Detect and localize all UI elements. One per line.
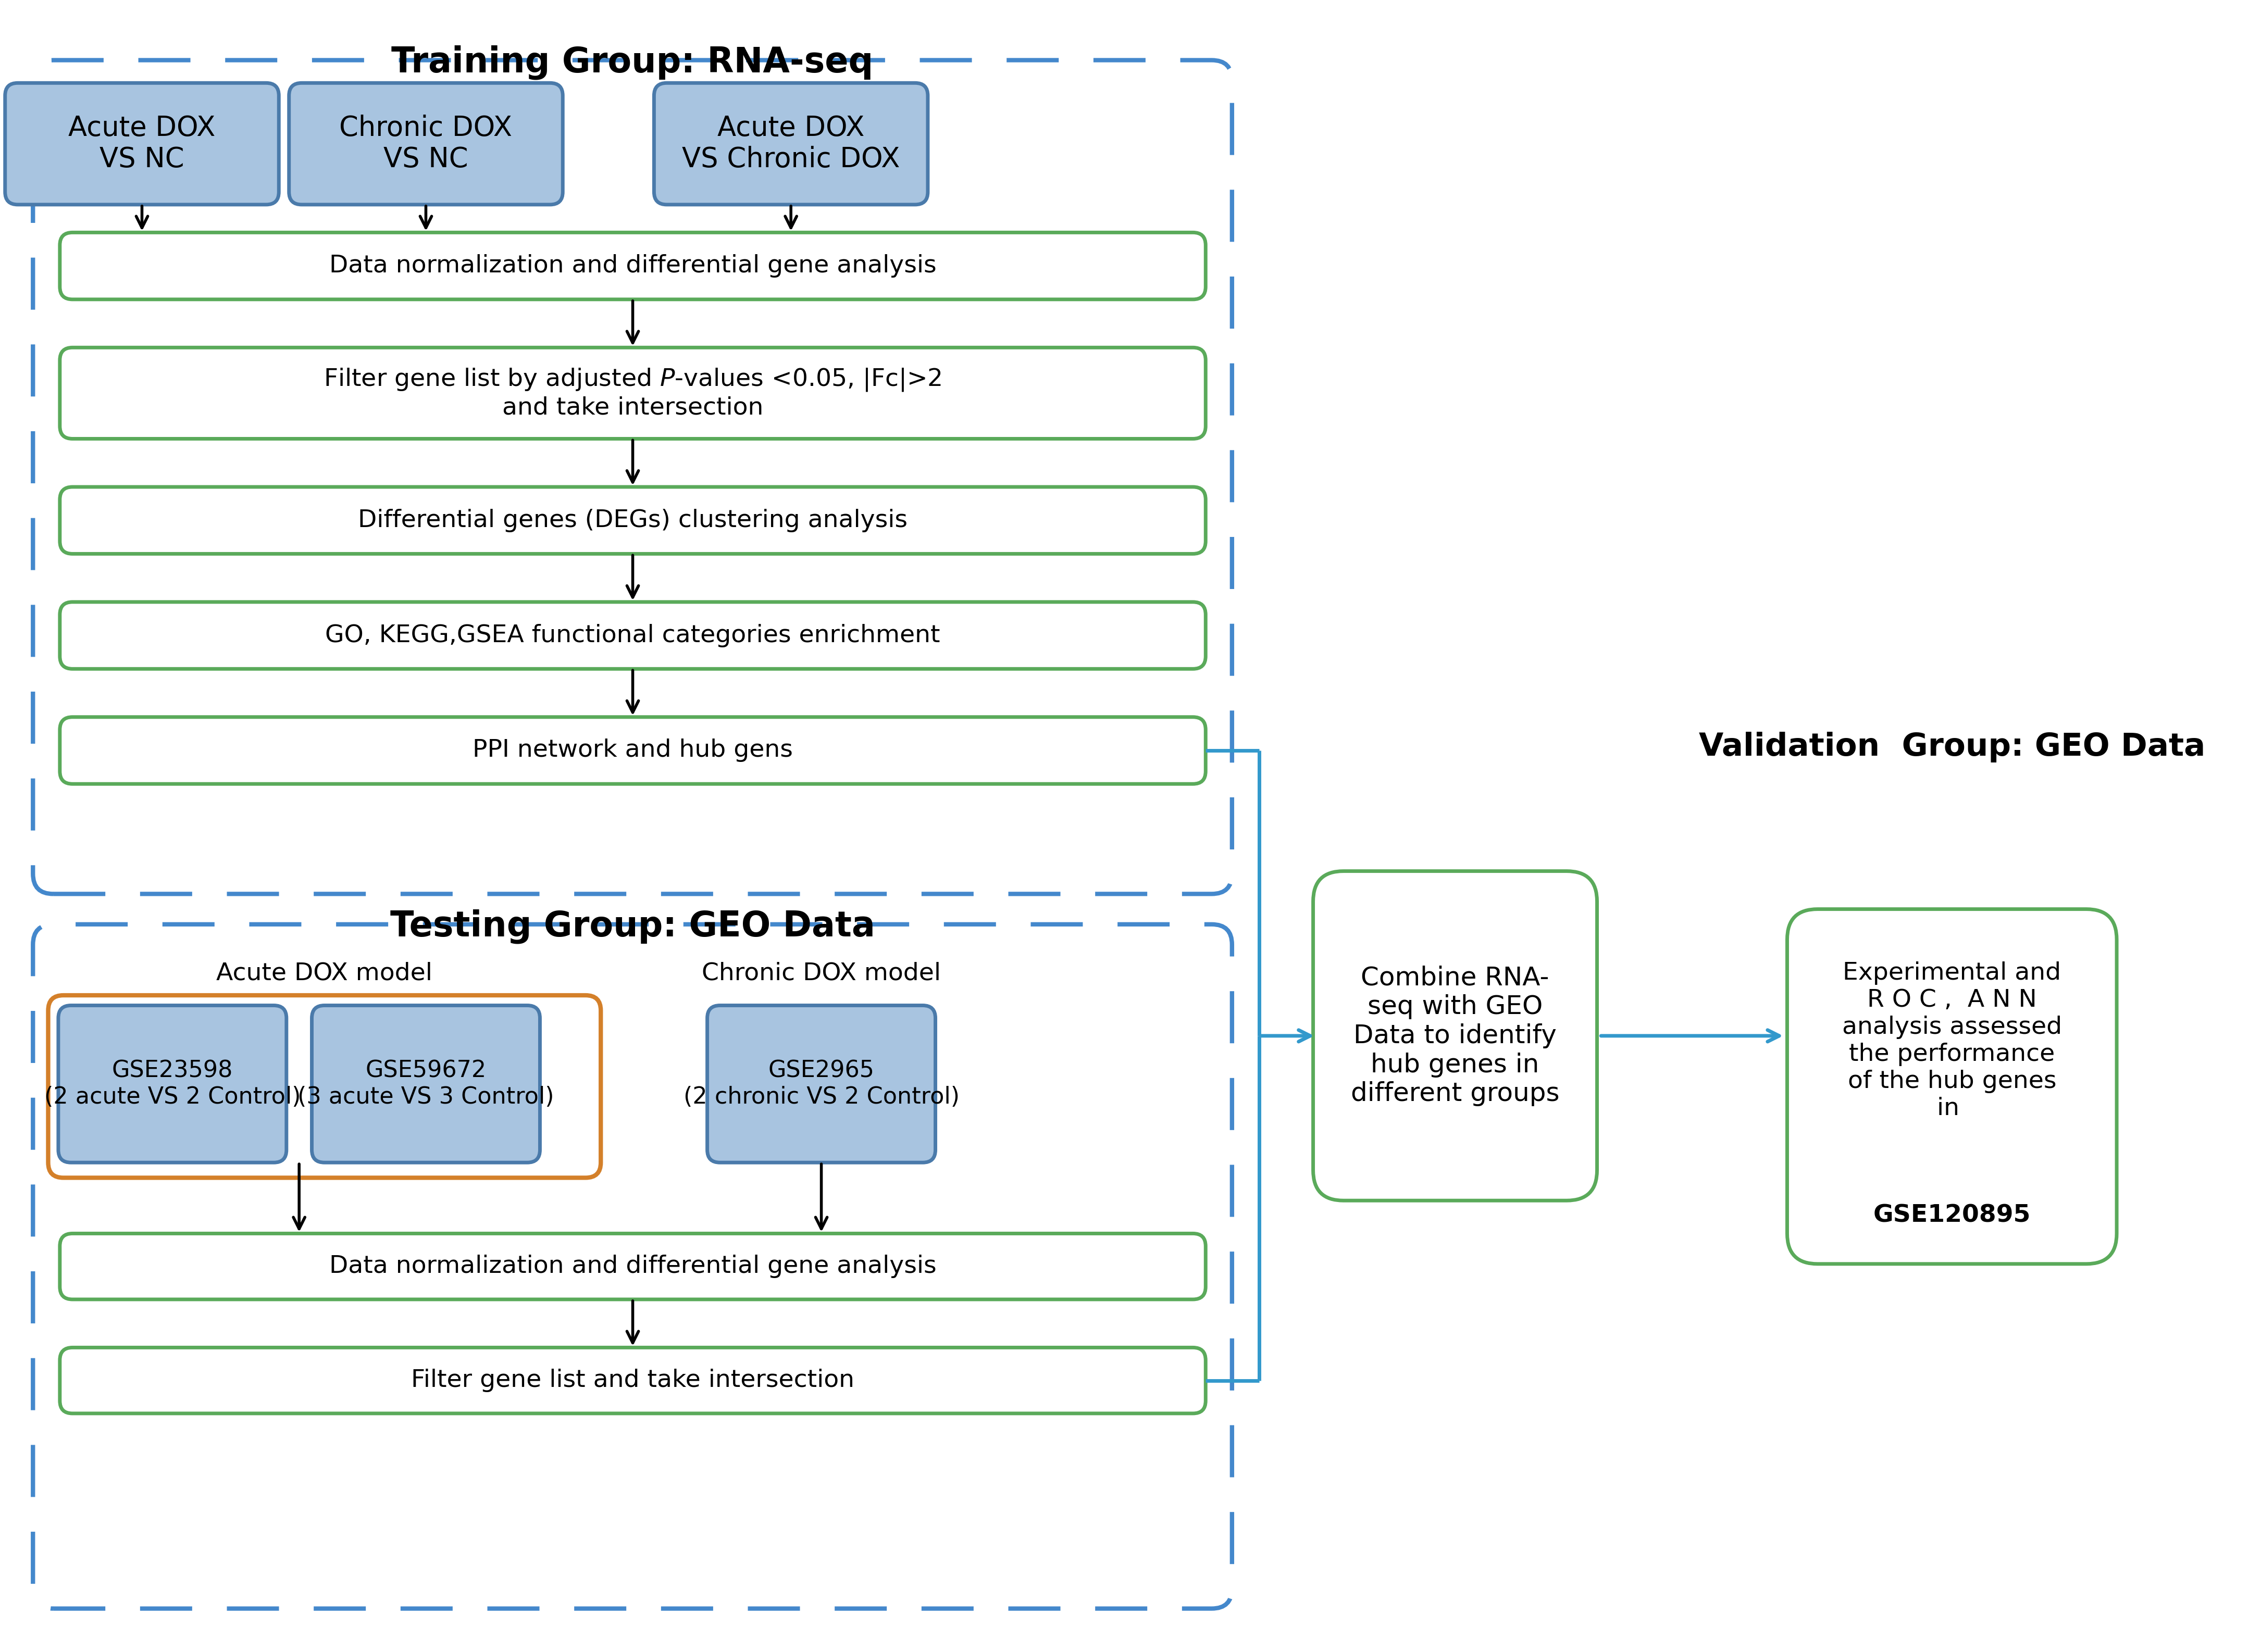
Text: Chronic DOX model: Chronic DOX model [702, 961, 940, 985]
Text: GO, KEGG,GSEA functional categories enrichment: GO, KEGG,GSEA functional categories enri… [326, 624, 940, 648]
Text: GSE120895: GSE120895 [1873, 1204, 2031, 1227]
Text: Data normalization and differential gene analysis: Data normalization and differential gene… [328, 1256, 936, 1279]
Text: GSE23598
(2 acute VS 2 Control): GSE23598 (2 acute VS 2 Control) [45, 1061, 301, 1108]
Text: Acute DOX model: Acute DOX model [216, 961, 432, 985]
Text: Training Group: RNA-seq: Training Group: RNA-seq [391, 45, 873, 79]
FancyBboxPatch shape [288, 83, 562, 205]
Text: Combine RNA-
seq with GEO
Data to identify
hub genes in
different groups: Combine RNA- seq with GEO Data to identi… [1352, 965, 1559, 1107]
FancyBboxPatch shape [654, 83, 929, 205]
FancyBboxPatch shape [61, 347, 1205, 439]
Text: Data normalization and differential gene analysis: Data normalization and differential gene… [328, 254, 936, 278]
FancyBboxPatch shape [706, 1006, 936, 1163]
FancyBboxPatch shape [1313, 871, 1597, 1201]
FancyBboxPatch shape [313, 1006, 540, 1163]
FancyBboxPatch shape [61, 233, 1205, 299]
Text: Acute DOX
VS NC: Acute DOX VS NC [67, 114, 216, 173]
Text: Testing Group: GEO Data: Testing Group: GEO Data [389, 909, 875, 943]
Text: Filter gene list and take intersection: Filter gene list and take intersection [412, 1370, 855, 1393]
Text: PPI network and hub gens: PPI network and hub gens [472, 738, 794, 762]
Text: Acute DOX
VS Chronic DOX: Acute DOX VS Chronic DOX [681, 114, 900, 173]
FancyBboxPatch shape [61, 1234, 1205, 1300]
Text: GSE59672
(3 acute VS 3 Control): GSE59672 (3 acute VS 3 Control) [297, 1061, 553, 1108]
Text: Validation  Group: GEO Data: Validation Group: GEO Data [1698, 732, 2206, 763]
Text: Chronic DOX
VS NC: Chronic DOX VS NC [340, 114, 513, 173]
Text: GSE2965
(2 chronic VS 2 Control): GSE2965 (2 chronic VS 2 Control) [684, 1061, 960, 1108]
Text: Filter gene list by adjusted $\it{P}$-values <0.05, |Fc|>2
and take intersection: Filter gene list by adjusted $\it{P}$-va… [324, 367, 942, 420]
Text: Differential genes (DEGs) clustering analysis: Differential genes (DEGs) clustering ana… [358, 509, 909, 532]
FancyBboxPatch shape [58, 1006, 286, 1163]
Text: Experimental and
R O C ,  A N N
analysis assessed
the performance
of the hub gen: Experimental and R O C , A N N analysis … [1842, 961, 2062, 1120]
FancyBboxPatch shape [4, 83, 279, 205]
FancyBboxPatch shape [61, 487, 1205, 553]
FancyBboxPatch shape [61, 717, 1205, 785]
FancyBboxPatch shape [61, 1348, 1205, 1414]
FancyBboxPatch shape [61, 601, 1205, 669]
